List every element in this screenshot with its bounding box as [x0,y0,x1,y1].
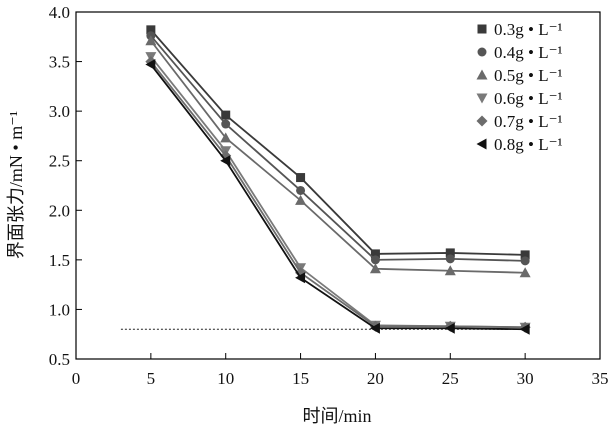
legend-label: 0.3g • L⁻¹ [494,20,563,39]
y-tick-label: 3.0 [49,102,70,121]
legend-marker [476,93,488,104]
series-4 [145,52,531,333]
legend-label: 0.4g • L⁻¹ [494,43,563,62]
y-tick-label: 4.0 [49,3,70,22]
data-point [519,323,530,335]
series-3 [145,35,531,278]
data-point [221,110,231,120]
data-point [444,322,455,334]
y-tick-label: 0.5 [49,350,70,369]
series-1 [146,25,530,260]
legend-label: 0.8g • L⁻¹ [494,135,563,154]
series-line [150,29,526,256]
legend-label: 0.7g • L⁻¹ [494,112,563,131]
data-point [146,25,156,35]
legend-marker [476,138,487,150]
x-tick-label: 15 [292,369,309,388]
data-point [220,155,231,167]
data-point [295,194,307,205]
data-point [145,59,156,71]
data-point [520,256,530,266]
data-point [520,250,530,260]
y-tick-label: 3.5 [49,53,70,72]
data-point [145,35,157,46]
legend-label: 0.5g • L⁻¹ [494,66,563,85]
legend-marker [476,115,488,127]
data-point [221,119,231,129]
series-2 [146,31,530,266]
x-tick-label: 30 [517,369,534,388]
series-6 [145,59,530,335]
x-tick-label: 35 [592,369,609,388]
series-line [150,63,526,331]
x-tick-label: 25 [442,369,459,388]
series-line [150,40,526,274]
data-point [296,173,306,183]
plot-frame [75,11,601,360]
plot-area: 0 5 10 15 20 25 30 35 0.5 1.0 1.5 2.0 2.5 3.0 3.5 4.0 0.… [49,3,609,388]
data-point [445,254,455,264]
data-point [445,248,455,258]
data-point [369,263,381,274]
x-axis-title: 时间/min [302,406,371,426]
x-tick-label: 20 [367,369,384,388]
y-axis-title: 界面张力/mN • m⁻¹ [6,111,26,259]
y-tick-label: 1.0 [49,300,70,319]
legend-marker [476,69,488,80]
data-point [370,255,380,265]
data-point [295,272,306,284]
y-tick-label: 1.5 [49,251,70,270]
series-line [150,35,526,262]
x-tick-label: 0 [72,369,81,388]
data-point [220,132,232,143]
legend-label: 0.6g • L⁻¹ [494,89,563,108]
legend-marker [477,47,487,57]
y-tick-label: 2.5 [49,152,70,171]
legend-marker [477,24,487,34]
x-tick-label: 5 [147,369,156,388]
y-tick-label: 2.0 [49,201,70,220]
data-point [370,249,380,259]
x-tick-label: 10 [217,369,234,388]
data-point [444,265,456,276]
data-point [519,267,531,278]
legend: 0.3g • L⁻¹ 0.4g • L⁻¹ 0.5g • L⁻¹ 0.6g • L⁻¹… [476,20,563,154]
series-line [150,61,526,329]
series-line [150,56,526,329]
data-point [369,322,380,334]
data-point [296,185,306,195]
